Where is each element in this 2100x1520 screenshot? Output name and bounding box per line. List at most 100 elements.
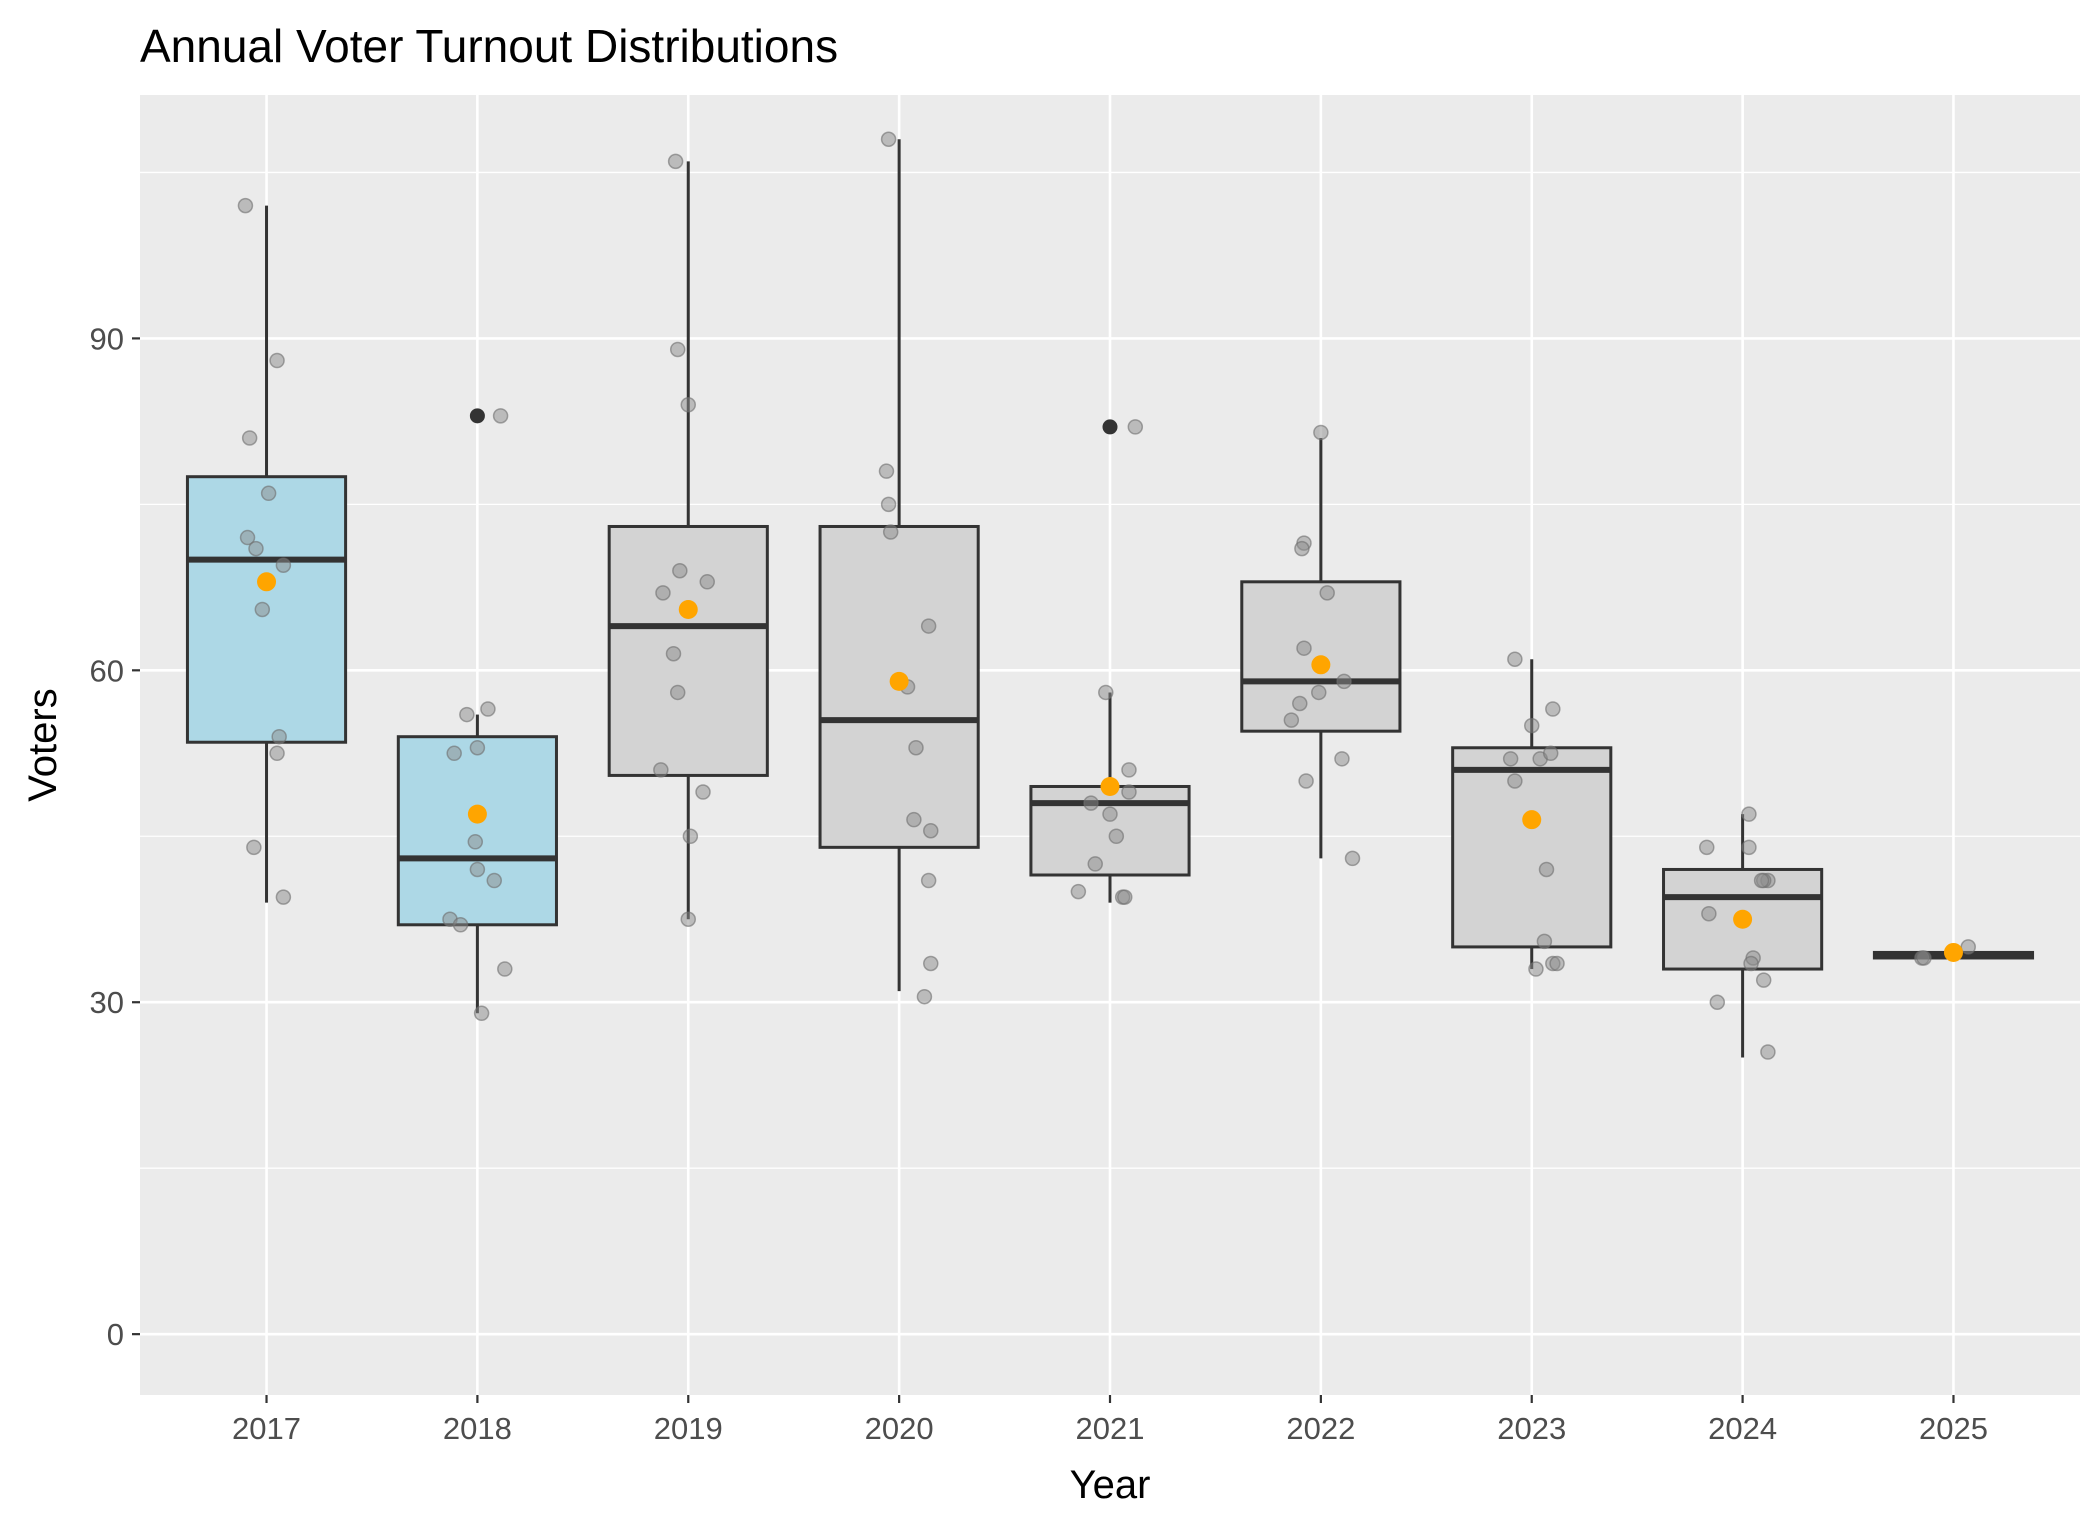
jitter-point bbox=[497, 961, 513, 977]
jitter-point bbox=[1070, 883, 1087, 900]
jitter-point bbox=[1344, 850, 1361, 867]
jitter-point bbox=[269, 745, 285, 762]
jitter-point bbox=[699, 574, 715, 590]
jitter-point bbox=[1319, 585, 1335, 601]
x-axis-title: Year bbox=[1070, 1463, 1151, 1507]
jitter-point bbox=[469, 740, 486, 756]
jitter-point bbox=[1545, 701, 1561, 717]
jitter-point bbox=[1753, 872, 1770, 889]
jitter-point bbox=[1743, 955, 1759, 972]
jitter-point bbox=[480, 701, 496, 717]
jitter-point bbox=[1528, 961, 1544, 977]
jitter-point bbox=[1701, 905, 1717, 922]
jitter-point bbox=[923, 955, 939, 972]
jitter-point bbox=[906, 811, 922, 828]
jitter-point bbox=[246, 839, 262, 856]
jitter-point bbox=[1336, 673, 1352, 690]
x-tick-label: 2017 bbox=[232, 1411, 301, 1446]
jitter-point bbox=[1121, 784, 1137, 800]
chart-title: Annual Voter Turnout Distributions bbox=[140, 20, 838, 72]
jitter-point bbox=[469, 861, 486, 878]
axis-layer: 0 30 60 90 2017 2018 2019 2020 2021 2022 2023 2024 2… bbox=[90, 321, 1988, 1446]
jitter-point bbox=[920, 618, 937, 634]
jitter-point bbox=[492, 408, 509, 424]
jitter-point bbox=[1102, 806, 1118, 822]
jitter-point bbox=[1502, 751, 1519, 767]
jitter-point bbox=[452, 917, 469, 933]
mean-point bbox=[889, 671, 909, 691]
jitter-point bbox=[239, 529, 256, 546]
jitter-point bbox=[1311, 684, 1327, 701]
box-body bbox=[607, 524, 769, 777]
jitter-point bbox=[1549, 955, 1565, 972]
mean-point bbox=[1733, 909, 1753, 929]
mean-point bbox=[1522, 810, 1542, 830]
box-2019 bbox=[607, 161, 769, 920]
jitter-point bbox=[1108, 828, 1125, 845]
jitter-point bbox=[923, 822, 939, 839]
jitter-point bbox=[1334, 751, 1350, 767]
box-2023 bbox=[1451, 659, 1613, 970]
x-tick-label: 2022 bbox=[1286, 1411, 1355, 1446]
mean-point bbox=[1100, 776, 1120, 796]
jitter-point bbox=[1507, 651, 1523, 668]
jitter-point bbox=[1283, 712, 1300, 728]
jitter-point bbox=[1760, 1044, 1776, 1060]
jitter-point bbox=[1083, 795, 1099, 811]
y-tick-label: 60 bbox=[90, 653, 124, 688]
jitter-point bbox=[237, 197, 254, 214]
jitter-point bbox=[1098, 684, 1114, 701]
x-tick-label: 2018 bbox=[443, 1411, 512, 1446]
y-tick-label: 30 bbox=[90, 985, 124, 1020]
jitter-point bbox=[275, 557, 292, 573]
jitter-point bbox=[1536, 933, 1553, 950]
jitter-point bbox=[1916, 950, 1932, 966]
jitter-point bbox=[920, 872, 937, 889]
jitter-point bbox=[916, 988, 933, 1005]
jitter-point bbox=[653, 762, 669, 778]
jitter-point bbox=[680, 911, 697, 928]
mean-point bbox=[1943, 942, 1963, 962]
jitter-point bbox=[275, 889, 292, 905]
x-tick-label: 2019 bbox=[654, 1411, 723, 1446]
jitter-point bbox=[241, 430, 258, 446]
x-tick-label: 2025 bbox=[1919, 1411, 1988, 1446]
x-tick-label: 2024 bbox=[1708, 1411, 1777, 1446]
x-tick-label: 2020 bbox=[865, 1411, 934, 1446]
jitter-point bbox=[1538, 861, 1555, 878]
jitter-point bbox=[655, 585, 671, 601]
outlier-point bbox=[1102, 419, 1118, 435]
jitter-point bbox=[1741, 806, 1757, 822]
jitter-point bbox=[695, 784, 711, 800]
mean-point bbox=[678, 599, 698, 619]
jitter-point bbox=[459, 706, 475, 723]
box-2021 bbox=[1029, 419, 1191, 903]
jitter-point bbox=[1542, 745, 1559, 762]
jitter-point bbox=[1087, 856, 1103, 872]
x-tick-label: 2023 bbox=[1497, 1411, 1566, 1446]
jitter-point bbox=[667, 153, 684, 170]
jitter-point bbox=[248, 540, 264, 557]
jitter-point bbox=[1292, 695, 1308, 712]
jitter-point bbox=[669, 341, 686, 358]
jitter-point bbox=[672, 562, 688, 579]
jitter-point bbox=[1523, 717, 1540, 734]
box-2018 bbox=[396, 408, 558, 1014]
jitter-point bbox=[1298, 773, 1314, 789]
jitter-point bbox=[1699, 839, 1715, 856]
y-tick-label: 0 bbox=[107, 1317, 124, 1352]
jitter-point bbox=[882, 524, 899, 540]
jitter-point bbox=[1127, 419, 1144, 435]
jitter-point bbox=[467, 834, 484, 850]
jitter-point bbox=[665, 645, 682, 662]
jitter-point bbox=[486, 872, 503, 889]
box-body bbox=[1451, 746, 1613, 949]
box-body bbox=[396, 735, 558, 927]
jitter-point bbox=[1313, 424, 1329, 441]
jitter-point bbox=[1960, 939, 1976, 955]
jitter-point bbox=[1741, 839, 1757, 856]
jitter-point bbox=[669, 684, 686, 701]
mean-point bbox=[257, 572, 277, 592]
